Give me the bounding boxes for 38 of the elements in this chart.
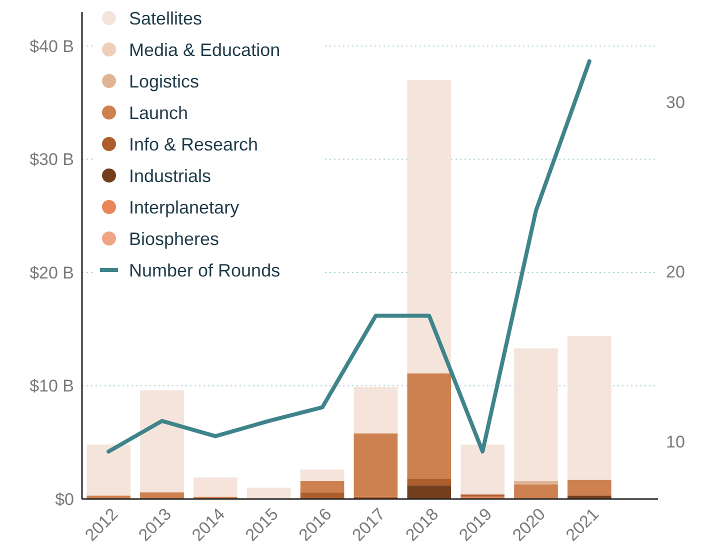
y-tick-label: $30 B [30,150,74,170]
legend-label: Info & Research [129,134,258,154]
y2-tick-label: 10 [666,432,685,452]
legend-label: Biospheres [129,228,220,249]
y2-tick-label: 30 [666,92,685,112]
legend-label: Satellites [129,8,202,28]
bar [300,480,344,492]
bar [568,336,612,480]
bar [354,386,398,434]
legend-label: Launch [129,102,188,123]
bar [407,485,452,499]
legend-label: Media & Education [129,40,280,60]
legend-label: Number of Rounds [129,260,280,280]
line-series [106,59,592,454]
bar [246,488,291,499]
bar [514,348,558,481]
bar [354,433,398,497]
bar [300,470,344,481]
bar [460,444,504,494]
bar [140,390,184,492]
bar [514,480,558,484]
bar [407,373,452,479]
legend-label: Industrials [129,166,212,186]
bar [140,492,184,499]
bar [300,492,344,499]
y-tick-label: $20 B [30,263,74,282]
bar [407,80,452,374]
bar [86,444,130,496]
bar [194,477,238,497]
y-tick-label: $40 B [30,36,74,56]
y-tick-label: $10 B [30,376,74,396]
y-tick-label: $0 [55,490,74,509]
bar [407,478,452,486]
bar [514,484,558,499]
y2-tick-label: 20 [666,262,685,282]
legend-label: Interplanetary [129,197,240,218]
legend-label: Logistics [129,71,200,92]
bar [568,480,612,496]
